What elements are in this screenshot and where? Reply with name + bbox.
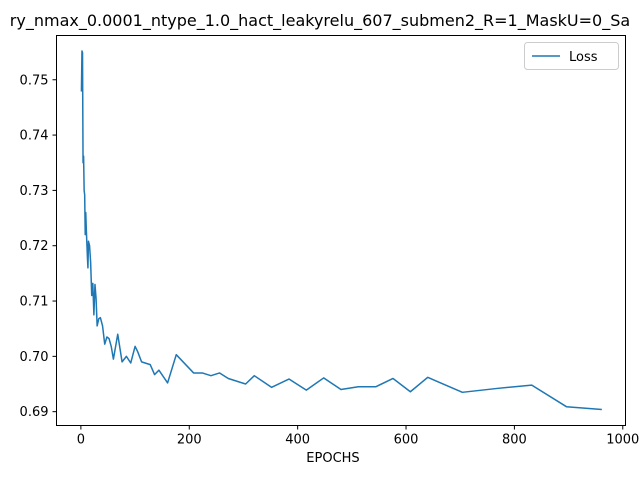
legend-box	[524, 42, 619, 70]
series-line-loss	[80, 50, 602, 411]
y-tick-label: 0.72	[20, 239, 49, 254]
x-axis: 0 200 400 600 800 1000	[77, 425, 639, 448]
x-tick-label: 400	[285, 433, 310, 448]
y-tick-label: 0.70	[20, 350, 49, 365]
plot-area	[56, 35, 626, 426]
x-tick-label: 0	[77, 433, 85, 448]
series-layer	[80, 50, 602, 411]
y-tick-label: 0.74	[20, 129, 49, 144]
chart-title: ry_nmax_0.0001_ntype_1.0_hact_leakyrelu_…	[10, 11, 630, 31]
x-tick-label: 600	[394, 433, 419, 448]
y-axis: 0.69 0.70 0.71 0.72 0.73 0.74 0.75	[20, 73, 57, 420]
legend: Loss	[524, 42, 619, 70]
y-tick-label: 0.71	[20, 295, 49, 310]
y-tick-label: 0.75	[20, 73, 49, 88]
x-tick-label: 1000	[606, 433, 639, 448]
legend-label-loss: Loss	[569, 50, 598, 65]
x-axis-label: EPOCHS	[306, 451, 359, 466]
y-tick-label: 0.73	[20, 184, 49, 199]
x-tick-label: 800	[502, 433, 527, 448]
x-tick-label: 200	[177, 433, 202, 448]
y-tick-label: 0.69	[20, 405, 49, 420]
